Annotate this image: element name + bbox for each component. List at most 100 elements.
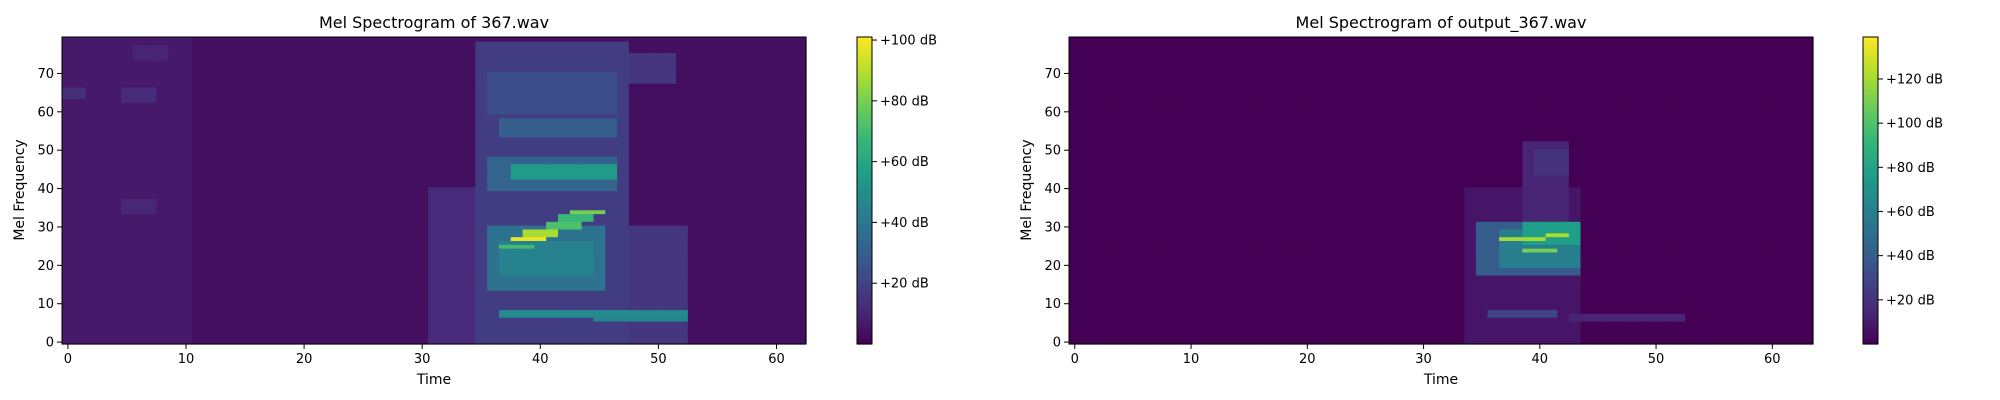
heatmap-cell: [463, 148, 476, 153]
heatmap-cell: [73, 125, 87, 130]
heatmap-cell: [735, 86, 748, 92]
heatmap-cell: [191, 286, 205, 291]
heatmap-cell: [262, 228, 276, 234]
heatmap-cell: [85, 44, 99, 50]
heatmap-cell: [380, 90, 394, 96]
heatmap-cell: [156, 71, 169, 76]
heatmap-cell: [191, 90, 205, 96]
heatmap-cell: [558, 240, 571, 245]
heatmap-cell: [416, 198, 429, 203]
heatmap-cell: [392, 263, 406, 268]
heatmap-cell: [286, 155, 299, 161]
heatmap-cell: [298, 125, 311, 130]
heatmap-cell: [640, 178, 654, 184]
heatmap-cell: [97, 267, 110, 272]
heatmap-cell: [321, 148, 335, 153]
heatmap-cell: [628, 113, 642, 119]
heatmap-cell: [475, 175, 488, 180]
heatmap-cell: [746, 90, 760, 96]
heatmap-cell: [333, 178, 347, 184]
heatmap-cell: [605, 313, 618, 318]
heatmap-cell: [652, 83, 665, 88]
heatmap-cell: [581, 144, 595, 149]
heatmap-cell: [274, 213, 287, 218]
heatmap-cell: [451, 209, 465, 215]
heatmap-cell: [758, 294, 772, 299]
heatmap-cell: [593, 301, 606, 307]
heatmap-cell: [758, 209, 772, 215]
heatmap-cell: [475, 225, 488, 230]
heatmap-cell: [310, 236, 323, 241]
heatmap-cell: [699, 106, 713, 111]
heatmap-cell: [345, 213, 358, 218]
heatmap-cell: [227, 320, 240, 326]
heatmap-cell: [628, 336, 642, 341]
heatmap-cell: [534, 301, 547, 307]
heatmap-cell: [191, 232, 205, 238]
heatmap-cell: [475, 163, 488, 169]
heatmap-cell: [85, 271, 99, 276]
heatmap-cell: [85, 259, 99, 265]
heatmap-cell: [215, 217, 228, 222]
heatmap-cell: [475, 320, 488, 326]
heatmap-cell: [487, 121, 500, 126]
heatmap-cell: [333, 248, 347, 253]
heatmap-cell: [593, 44, 606, 50]
heatmap-cell: [144, 144, 158, 149]
heatmap-cell: [463, 71, 476, 76]
heatmap-cell: [250, 136, 264, 142]
heatmap-cell: [191, 159, 205, 165]
heatmap-cell: [451, 56, 465, 61]
heatmap-cell: [310, 94, 323, 99]
heatmap-cell: [628, 144, 642, 149]
heatmap-cell: [144, 251, 158, 257]
heatmap-cell: [463, 286, 476, 291]
heatmap-cell: [475, 282, 488, 288]
heatmap-cell: [546, 175, 559, 180]
heatmap-cell: [498, 117, 512, 123]
heatmap-cell: [463, 263, 476, 268]
heatmap-cell: [250, 144, 264, 149]
heatmap-cell: [605, 205, 618, 211]
heatmap-cell: [522, 301, 535, 307]
heatmap-cell: [310, 232, 323, 238]
heatmap-cell: [345, 48, 358, 53]
heatmap-cell: [475, 217, 488, 222]
heatmap-cell: [298, 152, 311, 157]
heatmap-cell: [239, 75, 252, 80]
heatmap-cell: [109, 263, 122, 268]
heatmap-cell: [180, 182, 193, 188]
heatmap-cell: [357, 167, 370, 172]
heatmap-cell: [664, 294, 677, 299]
heatmap-cell: [581, 60, 595, 65]
heatmap-cell: [156, 209, 169, 215]
heatmap-cell: [687, 86, 701, 92]
heatmap-cell: [652, 309, 665, 314]
heatmap-cell: [746, 328, 760, 334]
heatmap-cell: [227, 286, 240, 291]
heatmap-cell: [156, 79, 169, 84]
heatmap-cell: [180, 175, 193, 180]
heatmap-cell: [274, 259, 287, 265]
heatmap-cell: [333, 98, 347, 103]
heatmap-cell: [310, 40, 323, 46]
heatmap-cell: [581, 324, 595, 330]
heatmap-cell: [286, 190, 299, 195]
heatmap-cell: [404, 217, 417, 222]
heatmap-cell: [522, 121, 535, 126]
heatmap-cell: [227, 236, 240, 241]
heatmap-cell: [109, 159, 122, 165]
heatmap-cell: [546, 213, 559, 218]
heatmap-cell: [794, 263, 807, 268]
heatmap-cell: [392, 48, 406, 53]
heatmap-cell: [191, 328, 205, 334]
heatmap-cell: [286, 71, 299, 76]
heatmap-cell: [392, 313, 406, 318]
heatmap-cell: [487, 255, 500, 261]
heatmap-cell: [558, 121, 571, 126]
heatmap-cell: [652, 186, 665, 192]
heatmap-cell: [274, 255, 287, 261]
heatmap-cell: [652, 75, 665, 80]
heatmap-cell: [770, 244, 783, 249]
heatmap-cell: [439, 117, 453, 123]
